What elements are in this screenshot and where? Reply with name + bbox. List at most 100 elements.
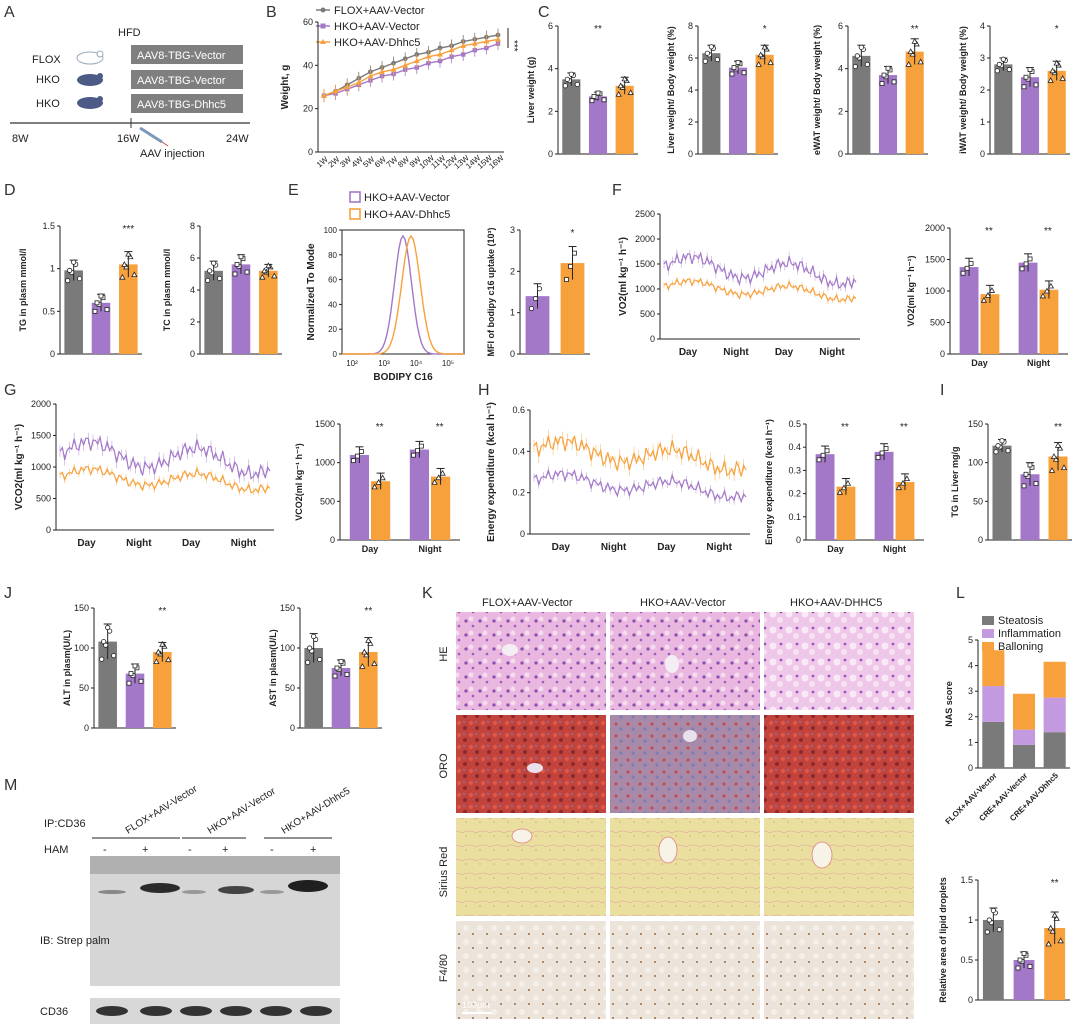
data-point [1047, 77, 1054, 83]
significance-label: ** [985, 226, 993, 237]
data-point [1019, 266, 1025, 272]
data-point [207, 268, 213, 274]
data-point [98, 293, 104, 299]
data-point [1047, 282, 1055, 289]
data-point [495, 36, 501, 42]
y-tick-label: 2000 [925, 223, 945, 233]
data-point [1049, 927, 1056, 934]
y-tick-label: 0.5 [788, 419, 801, 429]
y-tick-label: 0.5 [960, 955, 973, 965]
y-axis-label: Energy expenditure (kcal h⁻¹) [486, 402, 497, 542]
series-line-0 [323, 34, 499, 97]
y-tick-label: 100 [968, 458, 983, 468]
data-point [1060, 464, 1068, 471]
legend-b-flox: FLOX+AAV-Vector [334, 5, 425, 17]
data-point [1048, 467, 1056, 473]
y-axis-label: AST in plasm(U/L) [268, 629, 278, 707]
x-tick-label: Day [552, 542, 571, 553]
y-tick-label: 4 [980, 21, 985, 31]
y-tick-label: 3 [510, 225, 515, 235]
data-point [359, 663, 366, 669]
data-point [371, 660, 378, 666]
y-tick-label: 2500 [635, 209, 655, 219]
bar [836, 486, 856, 540]
data-point [307, 645, 313, 651]
data-point [271, 272, 278, 279]
y-tick-label: 0 [308, 147, 313, 157]
x-tick-label: Day [971, 358, 988, 368]
data-point [391, 60, 396, 66]
data-point [128, 671, 134, 676]
data-point [767, 59, 774, 65]
x-axis-label: BODIPY C16 [373, 372, 433, 383]
data-point [354, 453, 360, 459]
data-point [1045, 940, 1052, 947]
data-point [390, 66, 397, 72]
y-tick-label: 8 [190, 221, 195, 231]
data-point [1033, 481, 1039, 486]
y-tick-label: 1000 [925, 286, 945, 296]
y-axis-label: TG in Liver mg/g [950, 446, 960, 517]
band [182, 890, 206, 894]
y-tick-label: 50 [285, 683, 295, 693]
legend-marker [320, 39, 326, 44]
sig-b: *** [508, 40, 519, 52]
k-col-2: HKO+AAV-Vector [640, 597, 726, 609]
bar [982, 920, 1004, 1000]
x-tick-label: Night [419, 544, 442, 554]
data-point [820, 452, 826, 458]
y-tick-label: 1000 [635, 284, 655, 294]
data-point [879, 81, 885, 86]
data-point [361, 648, 368, 655]
band [260, 890, 284, 894]
data-point [1052, 455, 1060, 462]
y-tick-label: 0.1 [788, 512, 801, 522]
data-point [338, 659, 344, 664]
data-point [903, 475, 911, 481]
bar [878, 75, 898, 154]
y-axis-label: VO2(ml kg⁻¹ h⁻¹) [906, 255, 916, 326]
bar [125, 673, 145, 728]
bar [588, 96, 608, 154]
data-point [995, 443, 1001, 449]
data-point [1053, 59, 1060, 66]
lane-label-1: FLOX+AAV-Vector [124, 783, 200, 836]
y-tick-label: 2 [980, 85, 985, 95]
y-tick-label: 1500 [925, 255, 945, 265]
data-point [960, 270, 966, 276]
y-tick-label: 2000 [635, 234, 655, 244]
data-point [536, 286, 543, 292]
bar [905, 51, 924, 154]
k-row-sirius: Sirius Red [438, 847, 450, 898]
y-tick-label: 2 [510, 266, 515, 276]
y-tick-label: 500 [36, 494, 51, 504]
ham-sign-1: - [103, 844, 107, 856]
treatment-label-2: AAV8-TBG-Vector [137, 75, 226, 87]
y-tick-label: 20 [328, 325, 337, 334]
y-tick-label: 6 [838, 21, 843, 31]
panel-l-legend: Steatosis Inflammation Balloning [982, 615, 1061, 653]
vessel [511, 828, 533, 844]
data-point [1047, 924, 1054, 931]
data-point [627, 89, 634, 95]
y-tick-label: 1500 [315, 419, 335, 429]
y-tick-label: 6 [548, 21, 553, 31]
data-point [334, 665, 340, 671]
data-point [994, 68, 1000, 74]
data-point [996, 926, 1002, 933]
syringe-icon [139, 126, 169, 147]
data-point [708, 44, 714, 50]
series-line-1 [323, 43, 499, 97]
data-point [986, 917, 992, 923]
data-point [1021, 483, 1027, 489]
treatment-box-1 [131, 45, 243, 64]
data-point [761, 43, 768, 50]
data-point [731, 65, 737, 70]
treatment-box-2 [131, 70, 243, 89]
y-axis-label: NAS score [944, 681, 954, 727]
y-tick-label: 2 [190, 317, 195, 327]
bar [98, 641, 117, 728]
y-tick-label: 0 [838, 149, 843, 159]
y-tick-label: 500 [930, 318, 945, 328]
